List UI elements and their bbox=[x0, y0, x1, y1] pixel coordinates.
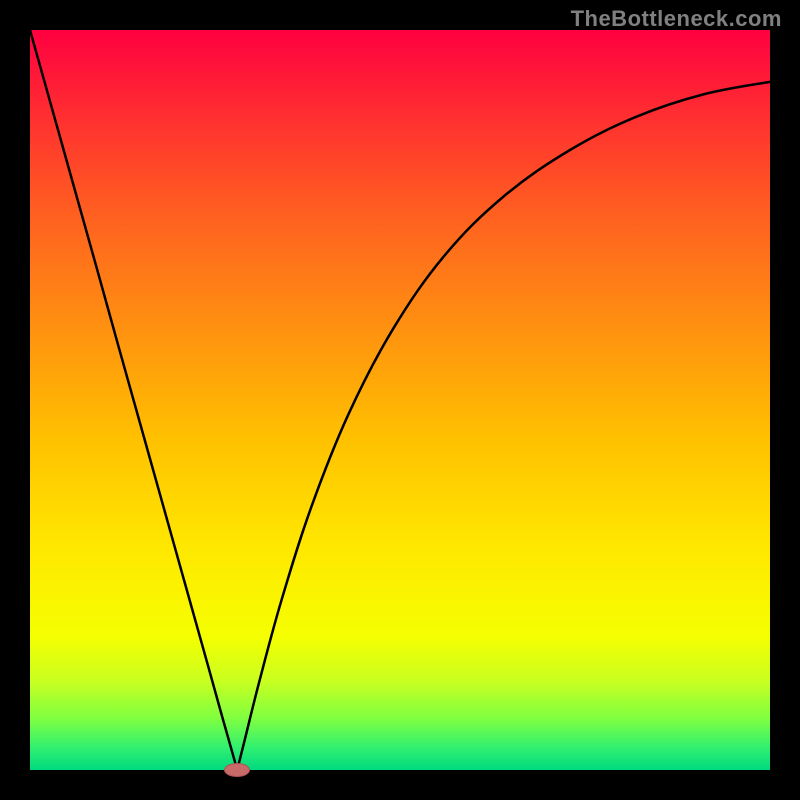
watermark: TheBottleneck.com bbox=[571, 6, 782, 32]
canvas: TheBottleneck.com bbox=[0, 0, 800, 800]
plot-area bbox=[30, 30, 770, 770]
gradient-background bbox=[30, 30, 770, 770]
bottleneck-curve-chart bbox=[30, 30, 770, 770]
minimum-marker bbox=[224, 763, 250, 777]
